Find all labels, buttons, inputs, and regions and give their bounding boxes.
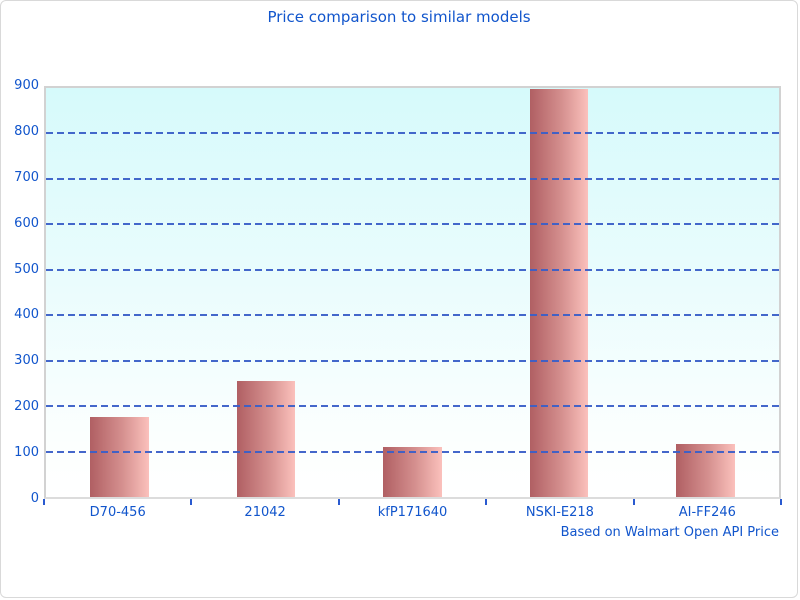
x-tick-label-kfP171640: kfP171640	[377, 505, 448, 520]
x-axis-tick-mark	[190, 499, 193, 505]
y-tick-label-700: 700	[14, 169, 39, 185]
gridline-100	[46, 450, 779, 453]
bar-21042	[236, 381, 296, 497]
x-axis-labels: D70-456 21042 kfP171640 NSKI-E218 AI-FF246	[44, 505, 781, 520]
gridline-300	[46, 359, 779, 362]
gridline-800	[46, 132, 779, 135]
x-axis-tick-mark	[632, 499, 635, 505]
x-axis-tick-mark	[485, 499, 488, 505]
x-tick-label-NSKI-E218: NSKI-E218	[525, 505, 594, 520]
gridline-400	[46, 314, 779, 317]
y-tick-label-600: 600	[14, 215, 39, 231]
x-tick-label-AI-FF246: AI-FF246	[678, 505, 736, 520]
bar-slot-NSKI-E218	[486, 88, 633, 497]
bar-AI-FF246	[676, 443, 735, 497]
y-tick-label-200: 200	[14, 399, 39, 415]
y-tick-label-500: 500	[14, 261, 39, 277]
x-tick-label-D70-456: D70-456	[89, 505, 146, 520]
chart-title: Price comparison to similar models	[267, 8, 531, 26]
gridline-200	[46, 405, 779, 408]
plot-area	[44, 86, 781, 499]
y-tick-label-0: 0	[30, 491, 39, 506]
bar-slot-D70-456	[46, 88, 193, 497]
chart-footer-note: Based on Walmart Open API Price	[560, 525, 779, 540]
y-tick-label-400: 400	[14, 307, 39, 323]
y-tick-label-800: 800	[14, 123, 39, 139]
x-axis-tick-mark	[780, 499, 782, 505]
bar-kfP171640	[383, 447, 442, 497]
bar-series	[46, 88, 779, 497]
gridline-600	[46, 223, 779, 226]
x-axis: D70-456 21042 kfP171640 NSKI-E218 AI-FF246	[43, 499, 782, 539]
y-tick-label-100: 100	[14, 445, 39, 461]
x-axis-tick-mark	[337, 499, 340, 505]
bar-slot-kfP171640	[339, 88, 486, 497]
x-axis-tick-mark	[43, 499, 45, 505]
y-tick-label-300: 300	[14, 353, 39, 369]
bar-slot-21042	[193, 88, 340, 497]
y-tick-label-900: 900	[14, 78, 39, 93]
bar-NSKI-E218	[529, 89, 589, 497]
gridline-500	[46, 268, 779, 271]
gridline-700	[46, 177, 779, 180]
bar-slot-AI-FF246	[632, 88, 779, 497]
y-axis: 0 100 200 300 400 500 600 700 800 900	[1, 79, 39, 506]
bar-D70-456	[89, 416, 149, 497]
x-tick-label-21042: 21042	[244, 505, 286, 520]
